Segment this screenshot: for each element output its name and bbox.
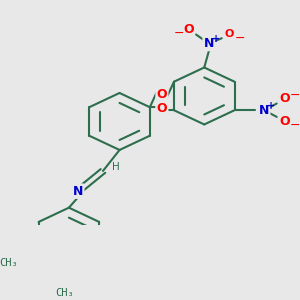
Text: −: − (235, 32, 245, 45)
Text: O: O (157, 88, 167, 101)
Text: N: N (259, 104, 269, 117)
Text: CH₃: CH₃ (55, 288, 74, 298)
Text: N: N (73, 185, 83, 198)
Text: −: − (290, 119, 300, 132)
Text: O: O (224, 29, 234, 40)
Text: O: O (157, 102, 167, 115)
Text: CH₃: CH₃ (0, 258, 18, 268)
Text: −: − (174, 27, 184, 40)
Text: +: + (212, 34, 220, 44)
Text: H: H (112, 162, 120, 172)
Text: N: N (204, 37, 214, 50)
Text: O: O (279, 115, 290, 128)
Text: +: + (267, 101, 275, 111)
Text: −: − (290, 89, 300, 102)
Text: O: O (183, 23, 194, 37)
Text: O: O (279, 92, 290, 106)
